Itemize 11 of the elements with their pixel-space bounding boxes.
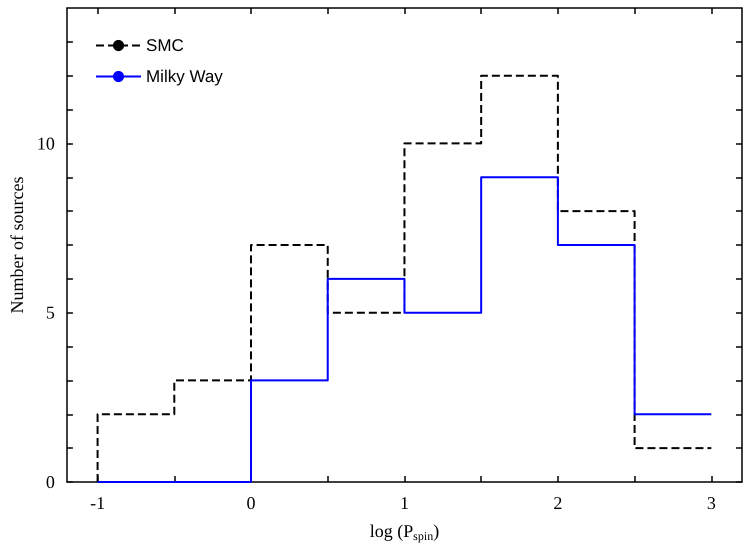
x-tick-label: 0 [246, 493, 256, 513]
x-tick-label: 1 [400, 493, 409, 513]
y-axis-title: Number of sources [7, 176, 27, 314]
x-tick-label: 3 [706, 493, 716, 513]
x-tick-label: -1 [90, 493, 106, 513]
y-tick-label: 0 [46, 472, 55, 492]
legend-label: SMC [146, 36, 184, 55]
x-tick-label: 2 [553, 493, 562, 513]
y-tick-label: 10 [36, 133, 55, 154]
y-tick-label: 5 [46, 302, 55, 323]
legend-label: Milky Way [146, 67, 224, 86]
